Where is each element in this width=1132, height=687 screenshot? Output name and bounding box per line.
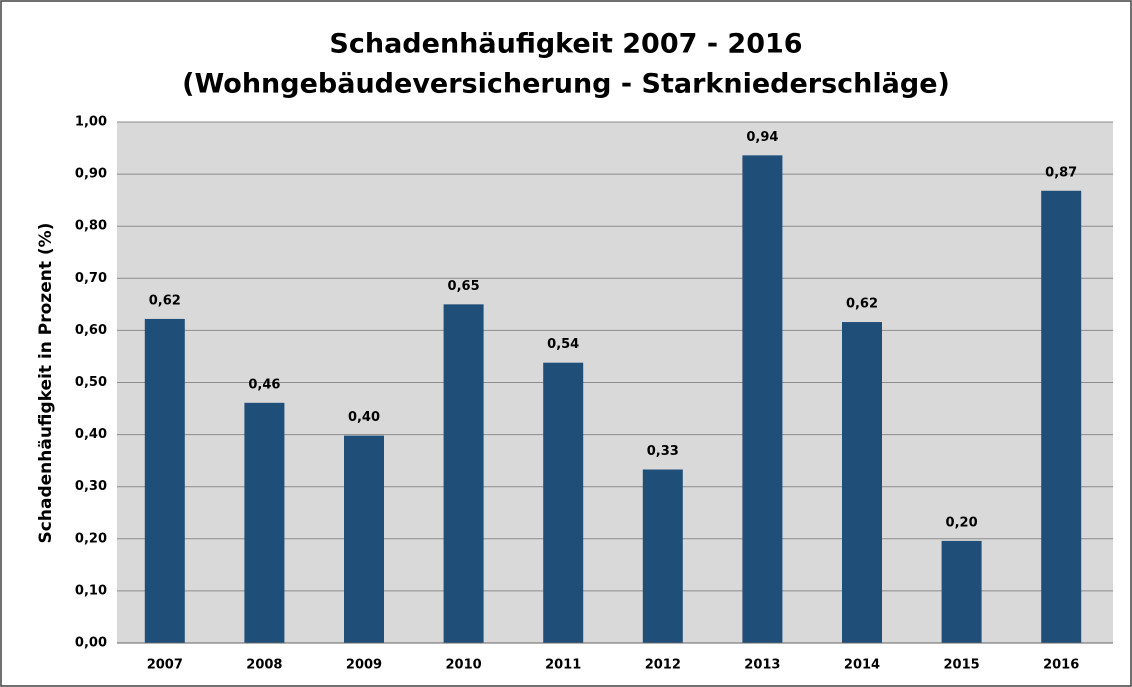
x-tick-label: 2009 [346,658,382,673]
bar [642,469,683,643]
x-tick-label: 2010 [446,658,482,673]
y-tick-label: 0,60 [75,323,107,338]
y-tick-label: 0,20 [75,531,107,546]
y-tick-label: 0,80 [75,219,107,234]
bar [344,435,384,643]
x-tick-label: 2015 [944,658,980,673]
data-label: 0,87 [1045,165,1077,180]
bar [1041,190,1082,643]
y-tick-label: 0,30 [75,479,107,494]
data-label: 0,40 [348,410,380,425]
data-label: 0,94 [746,130,778,145]
x-tick-label: 2013 [744,658,780,673]
data-label: 0,54 [547,337,579,352]
bar [144,318,185,643]
data-label: 0,62 [149,293,181,308]
bar [543,362,584,643]
x-tick-label: 2012 [645,658,681,673]
y-tick-label: 1,00 [75,115,107,130]
chart-title: Schadenhäufigkeit 2007 - 2016 [329,29,802,60]
data-label: 0,65 [448,279,480,294]
y-tick-label: 0,70 [75,271,107,286]
y-tick-label: 0,40 [75,427,107,442]
y-tick-label: 0,90 [75,167,107,182]
bar [742,155,783,643]
y-axis-label: Schadenhäufigkeit in Prozent (%) [36,223,56,544]
y-tick-label: 0,50 [75,375,107,390]
data-label: 0,62 [846,297,878,312]
y-tick-label: 0,00 [75,636,107,651]
x-tick-label: 2016 [1043,658,1079,673]
bar [941,540,982,643]
bar [244,402,285,643]
bar [443,304,484,643]
x-tick-label: 2014 [844,658,880,673]
bar [842,322,882,643]
chart-subtitle: (Wohngebäudeversicherung - Starkniedersc… [182,69,950,100]
x-tick-label: 2007 [147,658,183,673]
x-tick-label: 2008 [246,658,282,673]
x-tick-label: 2011 [545,658,581,673]
y-tick-label: 0,10 [75,583,107,598]
data-label: 0,20 [946,515,978,530]
data-label: 0,33 [647,444,679,459]
data-label: 0,46 [248,377,280,392]
